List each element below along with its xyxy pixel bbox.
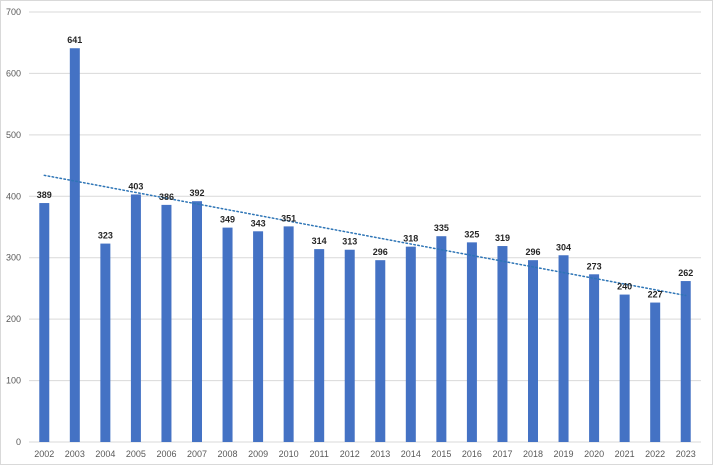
- x-tick-label: 2009: [248, 449, 268, 459]
- y-tick-label: 400: [6, 191, 21, 201]
- data-label: 323: [98, 231, 113, 241]
- x-tick-label: 2003: [65, 449, 85, 459]
- data-label: 296: [373, 247, 388, 257]
- bar: [39, 203, 50, 442]
- bar: [314, 249, 325, 442]
- x-tick-label: 2020: [584, 449, 604, 459]
- y-axis: 0 100 200 300 400 500 600 700: [6, 7, 21, 447]
- data-label: 325: [464, 229, 479, 239]
- x-tick-label: 2010: [279, 449, 299, 459]
- y-tick-label: 200: [6, 314, 21, 324]
- data-labels: 389 641 323 403 386 392 349 343 351 314 313 296 318 3…: [37, 35, 693, 299]
- x-tick-label: 2005: [126, 449, 146, 459]
- x-tick-label: 2023: [676, 449, 696, 459]
- data-label: 240: [617, 282, 632, 292]
- data-label: 313: [342, 237, 357, 247]
- bar: [161, 204, 172, 442]
- x-tick-label: 2022: [645, 449, 665, 459]
- trendline-line: [43, 174, 687, 297]
- y-tick-label: 0: [16, 437, 21, 447]
- x-tick-label: 2007: [187, 449, 207, 459]
- bar: [222, 227, 233, 442]
- data-label: 386: [159, 192, 174, 202]
- bar: [466, 242, 477, 442]
- x-axis: 2002 2003 2004 2005 2006 2007 2008 2009 2010 2011…: [34, 449, 695, 459]
- y-tick-label: 300: [6, 253, 21, 263]
- bar: [253, 231, 264, 442]
- x-tick-label: 2002: [34, 449, 54, 459]
- data-label: 403: [128, 181, 143, 191]
- data-label: 314: [312, 236, 327, 246]
- data-label: 227: [648, 290, 663, 300]
- y-tick-label: 500: [6, 130, 21, 140]
- x-tick-label: 2008: [218, 449, 238, 459]
- x-tick-label: 2006: [156, 449, 176, 459]
- bar: [436, 236, 447, 442]
- x-tick-label: 2015: [431, 449, 451, 459]
- bar: [680, 281, 691, 442]
- x-tick-label: 2013: [370, 449, 390, 459]
- gridlines: [29, 11, 701, 443]
- x-tick-label: 2018: [523, 449, 543, 459]
- data-label: 296: [525, 247, 540, 257]
- y-tick-label: 700: [6, 7, 21, 17]
- data-label: 641: [67, 35, 82, 45]
- bar: [619, 294, 630, 442]
- trendline: [43, 174, 687, 297]
- y-tick-label: 100: [6, 376, 21, 386]
- data-label: 319: [495, 233, 510, 243]
- data-label: 351: [281, 213, 296, 223]
- x-tick-label: 2011: [310, 449, 329, 459]
- bar: [650, 302, 661, 442]
- data-label: 343: [251, 218, 266, 228]
- bar: [375, 260, 386, 442]
- bar: [344, 249, 355, 442]
- bar: [497, 246, 508, 442]
- bar: [405, 246, 416, 442]
- bar: [283, 226, 294, 442]
- bar: [192, 201, 202, 442]
- x-tick-label: 2019: [554, 449, 574, 459]
- bars: [39, 48, 691, 442]
- bar: [69, 48, 80, 442]
- x-tick-label: 2004: [95, 449, 115, 459]
- bar: [558, 255, 569, 442]
- y-tick-label: 600: [6, 68, 21, 78]
- x-tick-label: 2017: [492, 449, 512, 459]
- data-label: 392: [189, 188, 204, 198]
- bar: [100, 243, 111, 442]
- x-tick-label: 2012: [340, 449, 360, 459]
- data-label: 273: [587, 261, 602, 271]
- bar: [589, 274, 600, 442]
- data-label: 335: [434, 223, 449, 233]
- data-label: 262: [678, 268, 693, 278]
- bar: [528, 260, 538, 442]
- x-tick-label: 2014: [401, 449, 421, 459]
- data-label: 304: [556, 242, 571, 252]
- data-label: 389: [37, 190, 52, 200]
- data-label: 349: [220, 215, 235, 225]
- x-tick-label: 2016: [462, 449, 482, 459]
- data-label: 318: [403, 234, 418, 244]
- x-tick-label: 2021: [615, 449, 635, 459]
- bar: [130, 194, 141, 442]
